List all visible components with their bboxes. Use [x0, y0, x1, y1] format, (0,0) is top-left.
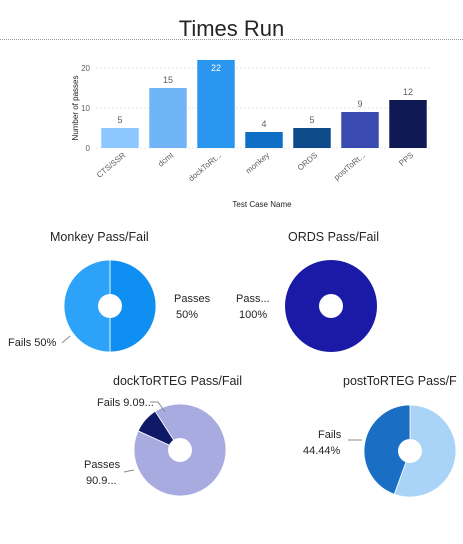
posttorteg-fails-pct: 44.44%	[303, 445, 341, 457]
pie-slice-fails[interactable]	[137, 410, 182, 451]
bar-value-label: 22	[211, 63, 221, 73]
bar-value-label: 4	[261, 119, 266, 129]
bar-PPS[interactable]	[389, 100, 427, 148]
docktorteg-fails-leader	[150, 401, 166, 413]
bar-monkey[interactable]	[245, 132, 283, 148]
posttorteg-fails-label: Fails	[318, 429, 342, 441]
donut-hole	[319, 294, 343, 318]
bar-dcmt[interactable]	[149, 88, 187, 148]
bar-value-label: 15	[163, 75, 173, 85]
docktorteg-fails-label: Fails 9.09...	[97, 397, 154, 409]
title-divider	[0, 39, 463, 40]
y-tick-label: 0	[86, 144, 91, 153]
donut-hole	[398, 439, 422, 463]
pie-slice-fails[interactable]	[63, 259, 111, 353]
pie-slice-fails[interactable]	[363, 404, 411, 495]
bar-dockToRt...[interactable]	[197, 60, 235, 148]
y-axis-label: Number of passes	[71, 76, 80, 141]
donut-hole	[168, 438, 192, 462]
bar-value-label: 5	[309, 115, 314, 125]
y-tick-label: 10	[81, 104, 90, 113]
page-title: Times Run	[178, 16, 285, 41]
docktorteg-passes-leader	[123, 469, 135, 473]
bar-postToRt...[interactable]	[341, 112, 379, 148]
docktorteg-passes-pct: 90.9...	[86, 475, 117, 487]
bar-CTS/SSR[interactable]	[101, 128, 139, 148]
monkey-pie-title: Monkey Pass/Fail	[50, 230, 149, 244]
docktorteg-pie-title: dockToRTEG Pass/Fail	[113, 374, 242, 388]
donut-hole	[98, 294, 122, 318]
ords-pie-title: ORDS Pass/Fail	[288, 230, 379, 244]
bar-value-label: 5	[117, 115, 122, 125]
ords-passes-pct: 100%	[239, 309, 267, 321]
monkey-fails-label: Fails 50%	[8, 337, 57, 349]
pie-slice-passes[interactable]	[393, 404, 457, 498]
bar-value-label: 9	[357, 99, 362, 109]
bar-value-label: 12	[403, 87, 413, 97]
monkey-passes-pct: 50%	[176, 309, 198, 321]
monkey-passes-label: Passes	[174, 293, 211, 305]
ords-passes-label: Pass...	[236, 293, 270, 305]
monkey-fails-leader	[61, 335, 71, 344]
y-tick-label: 20	[81, 64, 90, 73]
posttorteg-pie-title: postToRTEG Pass/F	[343, 374, 457, 388]
pie-slice-passes[interactable]	[109, 259, 157, 353]
bar-ORDS[interactable]	[293, 128, 331, 148]
x-axis-label: Test Case Name	[232, 200, 292, 209]
docktorteg-passes-label: Passes	[84, 459, 121, 471]
